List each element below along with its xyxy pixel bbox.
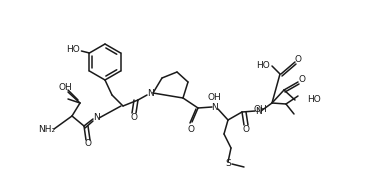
Text: O: O <box>188 124 195 134</box>
Text: N: N <box>92 113 99 123</box>
Text: O: O <box>294 56 302 64</box>
Text: O: O <box>298 75 305 85</box>
Text: OH: OH <box>208 93 222 102</box>
Text: HO: HO <box>307 96 321 104</box>
Text: HO: HO <box>66 45 80 53</box>
Text: NH₂: NH₂ <box>39 125 55 135</box>
Text: OH: OH <box>58 84 72 92</box>
Text: N: N <box>147 90 153 98</box>
Text: N: N <box>212 103 218 113</box>
Text: O: O <box>131 113 138 122</box>
Text: HO: HO <box>256 60 270 69</box>
Text: O: O <box>243 124 250 134</box>
Text: O: O <box>84 140 91 148</box>
Text: OH: OH <box>254 106 268 114</box>
Text: S: S <box>225 158 231 168</box>
Text: N: N <box>255 108 261 117</box>
